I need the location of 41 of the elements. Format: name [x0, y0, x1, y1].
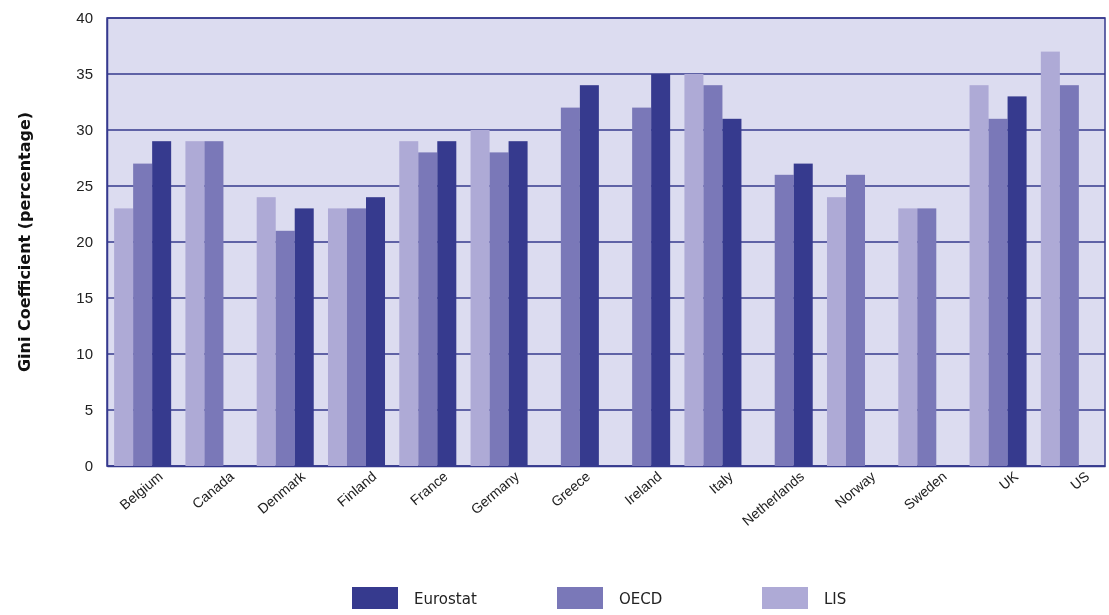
bar: [1040, 51, 1060, 466]
bar: [703, 85, 723, 466]
x-tick-label: Italy: [705, 467, 736, 497]
bar: [418, 152, 438, 466]
bar: [114, 208, 134, 466]
y-tick-label: 5: [84, 401, 93, 419]
bar: [846, 174, 865, 466]
y-tick-label: 15: [76, 289, 93, 307]
bar: [684, 74, 704, 466]
bar: [347, 208, 366, 466]
y-tick-label: 35: [76, 65, 93, 83]
bar: [774, 174, 794, 466]
bar: [133, 163, 153, 466]
bar: [489, 152, 509, 466]
bar: [275, 230, 295, 466]
bar: [327, 208, 347, 466]
y-tick-label: 10: [76, 345, 93, 363]
bar: [988, 118, 1008, 466]
y-tick-label: 0: [84, 457, 93, 475]
bar: [560, 107, 580, 466]
legend-label: Eurostat: [414, 590, 477, 608]
bar: [256, 197, 276, 466]
legend-label: OECD: [619, 590, 663, 608]
y-tick-label: 40: [76, 9, 93, 27]
x-tick-label: UK: [995, 467, 1022, 493]
bar: [1059, 85, 1079, 466]
bar: [470, 130, 490, 466]
bar: [826, 197, 846, 466]
legend-label: LIS: [824, 590, 847, 608]
bar: [632, 107, 652, 466]
bar: [898, 208, 918, 466]
y-tick-label: 30: [76, 121, 93, 139]
bar: [399, 141, 419, 466]
y-tick-label: 25: [76, 177, 93, 195]
bar: [204, 141, 224, 466]
y-tick-label: 20: [76, 233, 93, 251]
x-tick-label: US: [1067, 467, 1093, 493]
bar: [185, 141, 205, 466]
y-axis-title: Gini Coefficient (percentage): [15, 111, 34, 373]
bar: [917, 208, 937, 466]
bar: [969, 85, 989, 466]
